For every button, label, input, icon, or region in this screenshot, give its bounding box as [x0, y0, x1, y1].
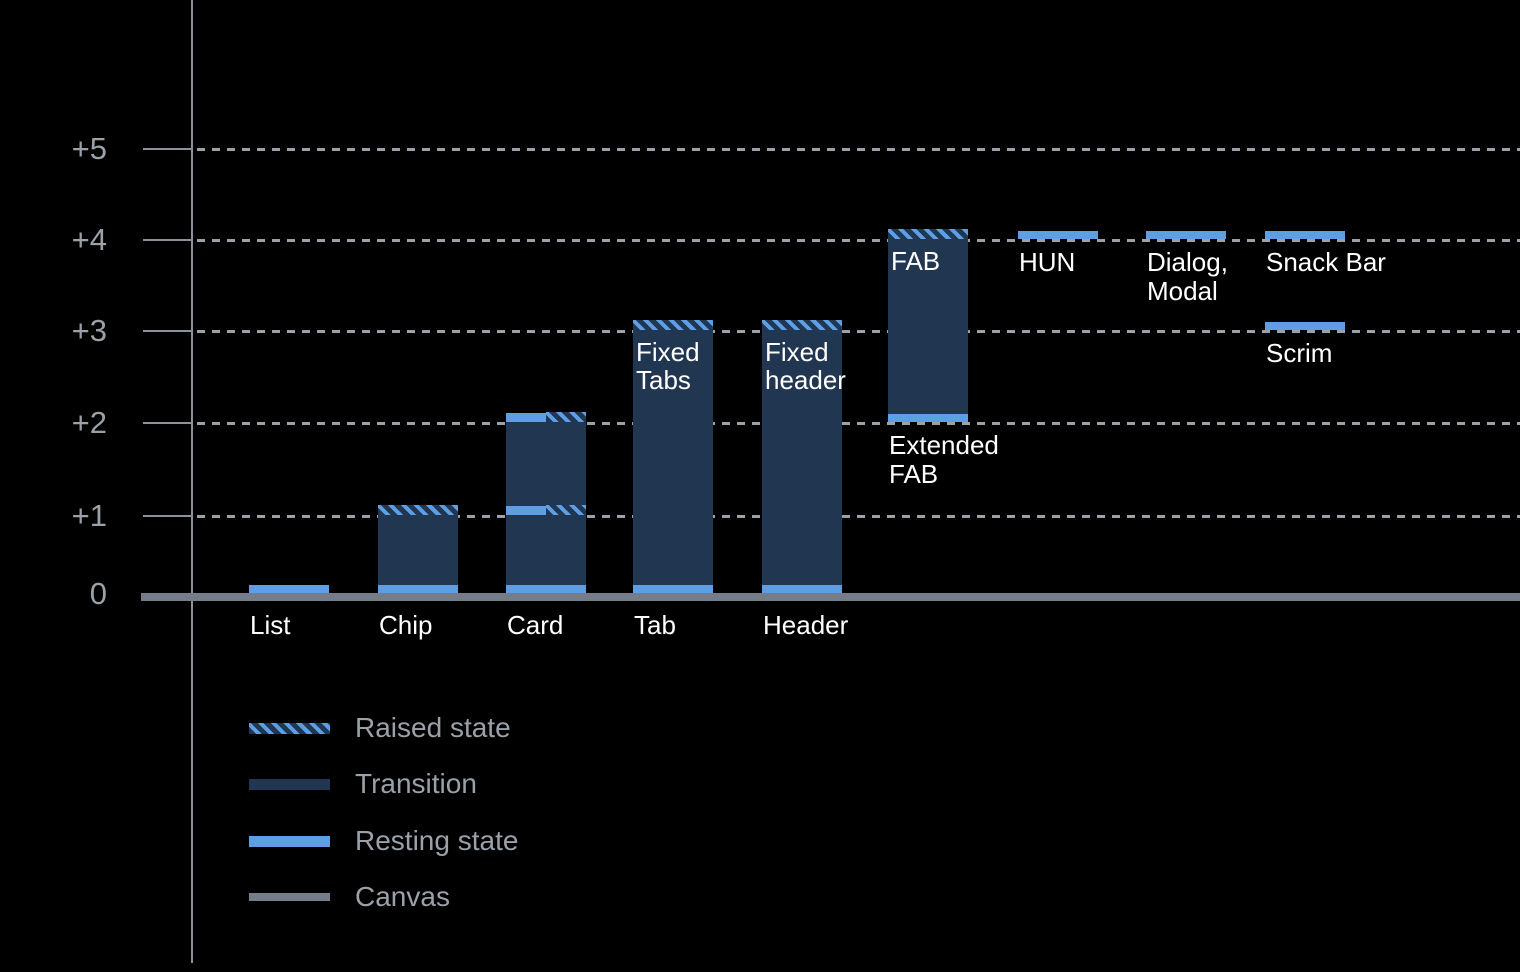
- resting-band: [1265, 322, 1345, 330]
- raised-band: [888, 229, 968, 239]
- x-axis-label: Card: [507, 610, 564, 640]
- bar-label: Fixed: [765, 337, 829, 367]
- legend-item-resting-state: Resting state: [249, 825, 519, 856]
- legend-item-transition: Transition: [249, 768, 477, 799]
- component-label: Extended: [889, 430, 999, 460]
- y-axis-tick-label: 0: [89, 576, 107, 611]
- resting-band: [378, 585, 458, 593]
- resting-band: [633, 585, 713, 593]
- bar-label: FAB: [891, 246, 941, 276]
- legend-label: Canvas: [355, 881, 450, 912]
- y-axis-tick: [143, 422, 193, 424]
- y-axis-tick-label: +4: [71, 222, 107, 257]
- x-axis-label: List: [250, 610, 291, 640]
- transition-bar: [888, 239, 968, 422]
- legend-label: Transition: [355, 768, 477, 799]
- y-axis-tick: [143, 239, 193, 241]
- resting-band-half: [506, 413, 546, 422]
- legend-item-canvas: Canvas: [249, 881, 450, 912]
- gridline: [197, 515, 1520, 518]
- resting-band: [762, 585, 842, 593]
- component-label: Scrim: [1266, 338, 1333, 368]
- gridline: [197, 330, 1520, 333]
- bar-label: Fixed: [636, 337, 700, 367]
- raised-band: [378, 505, 458, 515]
- y-axis-tick-label: +5: [71, 131, 107, 166]
- bar-label: header: [765, 365, 846, 395]
- transition-bar: [762, 330, 842, 593]
- y-axis-line: [191, 0, 193, 963]
- legend-label: Resting state: [355, 825, 519, 856]
- resting-band: [1265, 231, 1345, 239]
- legend-label: Raised state: [355, 712, 511, 743]
- canvas-swatch-icon: [249, 893, 330, 901]
- resting-band: [888, 414, 968, 422]
- resting-band-half: [506, 506, 546, 515]
- y-axis-tick-label: +2: [71, 405, 107, 440]
- legend-item-raised-state: Raised state: [249, 712, 511, 743]
- resting-band: [249, 585, 329, 593]
- transition-bar: [633, 330, 713, 593]
- y-axis-tick-label: +1: [71, 498, 107, 533]
- resting-band: [1018, 231, 1098, 239]
- raised-band-half: [546, 505, 586, 515]
- gridline: [197, 239, 1520, 242]
- raised-band-half: [546, 412, 586, 422]
- y-axis-tick: [143, 148, 193, 150]
- resting-band: [506, 585, 586, 593]
- resting-band: [1146, 231, 1226, 239]
- transition-swatch-icon: [249, 778, 330, 790]
- y-axis-tick-label: +3: [71, 313, 107, 348]
- component-label: HUN: [1019, 247, 1076, 277]
- y-axis-tick: [143, 515, 193, 517]
- y-axis-tick: [143, 330, 193, 332]
- x-axis-label: Header: [763, 610, 849, 640]
- canvas-line: [141, 593, 1520, 601]
- x-axis-label: Tab: [634, 610, 676, 640]
- gridline: [197, 422, 1520, 425]
- component-label: Snack Bar: [1266, 247, 1386, 277]
- component-label: Modal: [1147, 276, 1218, 306]
- gridline: [197, 148, 1520, 151]
- raised-state-swatch-icon: [249, 722, 330, 734]
- component-label: Dialog,: [1147, 247, 1228, 277]
- raised-band: [762, 320, 842, 330]
- raised-band: [633, 320, 713, 330]
- bar-label: Tabs: [636, 365, 691, 395]
- x-axis-label: Chip: [379, 610, 433, 640]
- component-label: FAB: [889, 459, 939, 489]
- resting-state-swatch-icon: [249, 835, 330, 847]
- transition-bar: [378, 515, 458, 593]
